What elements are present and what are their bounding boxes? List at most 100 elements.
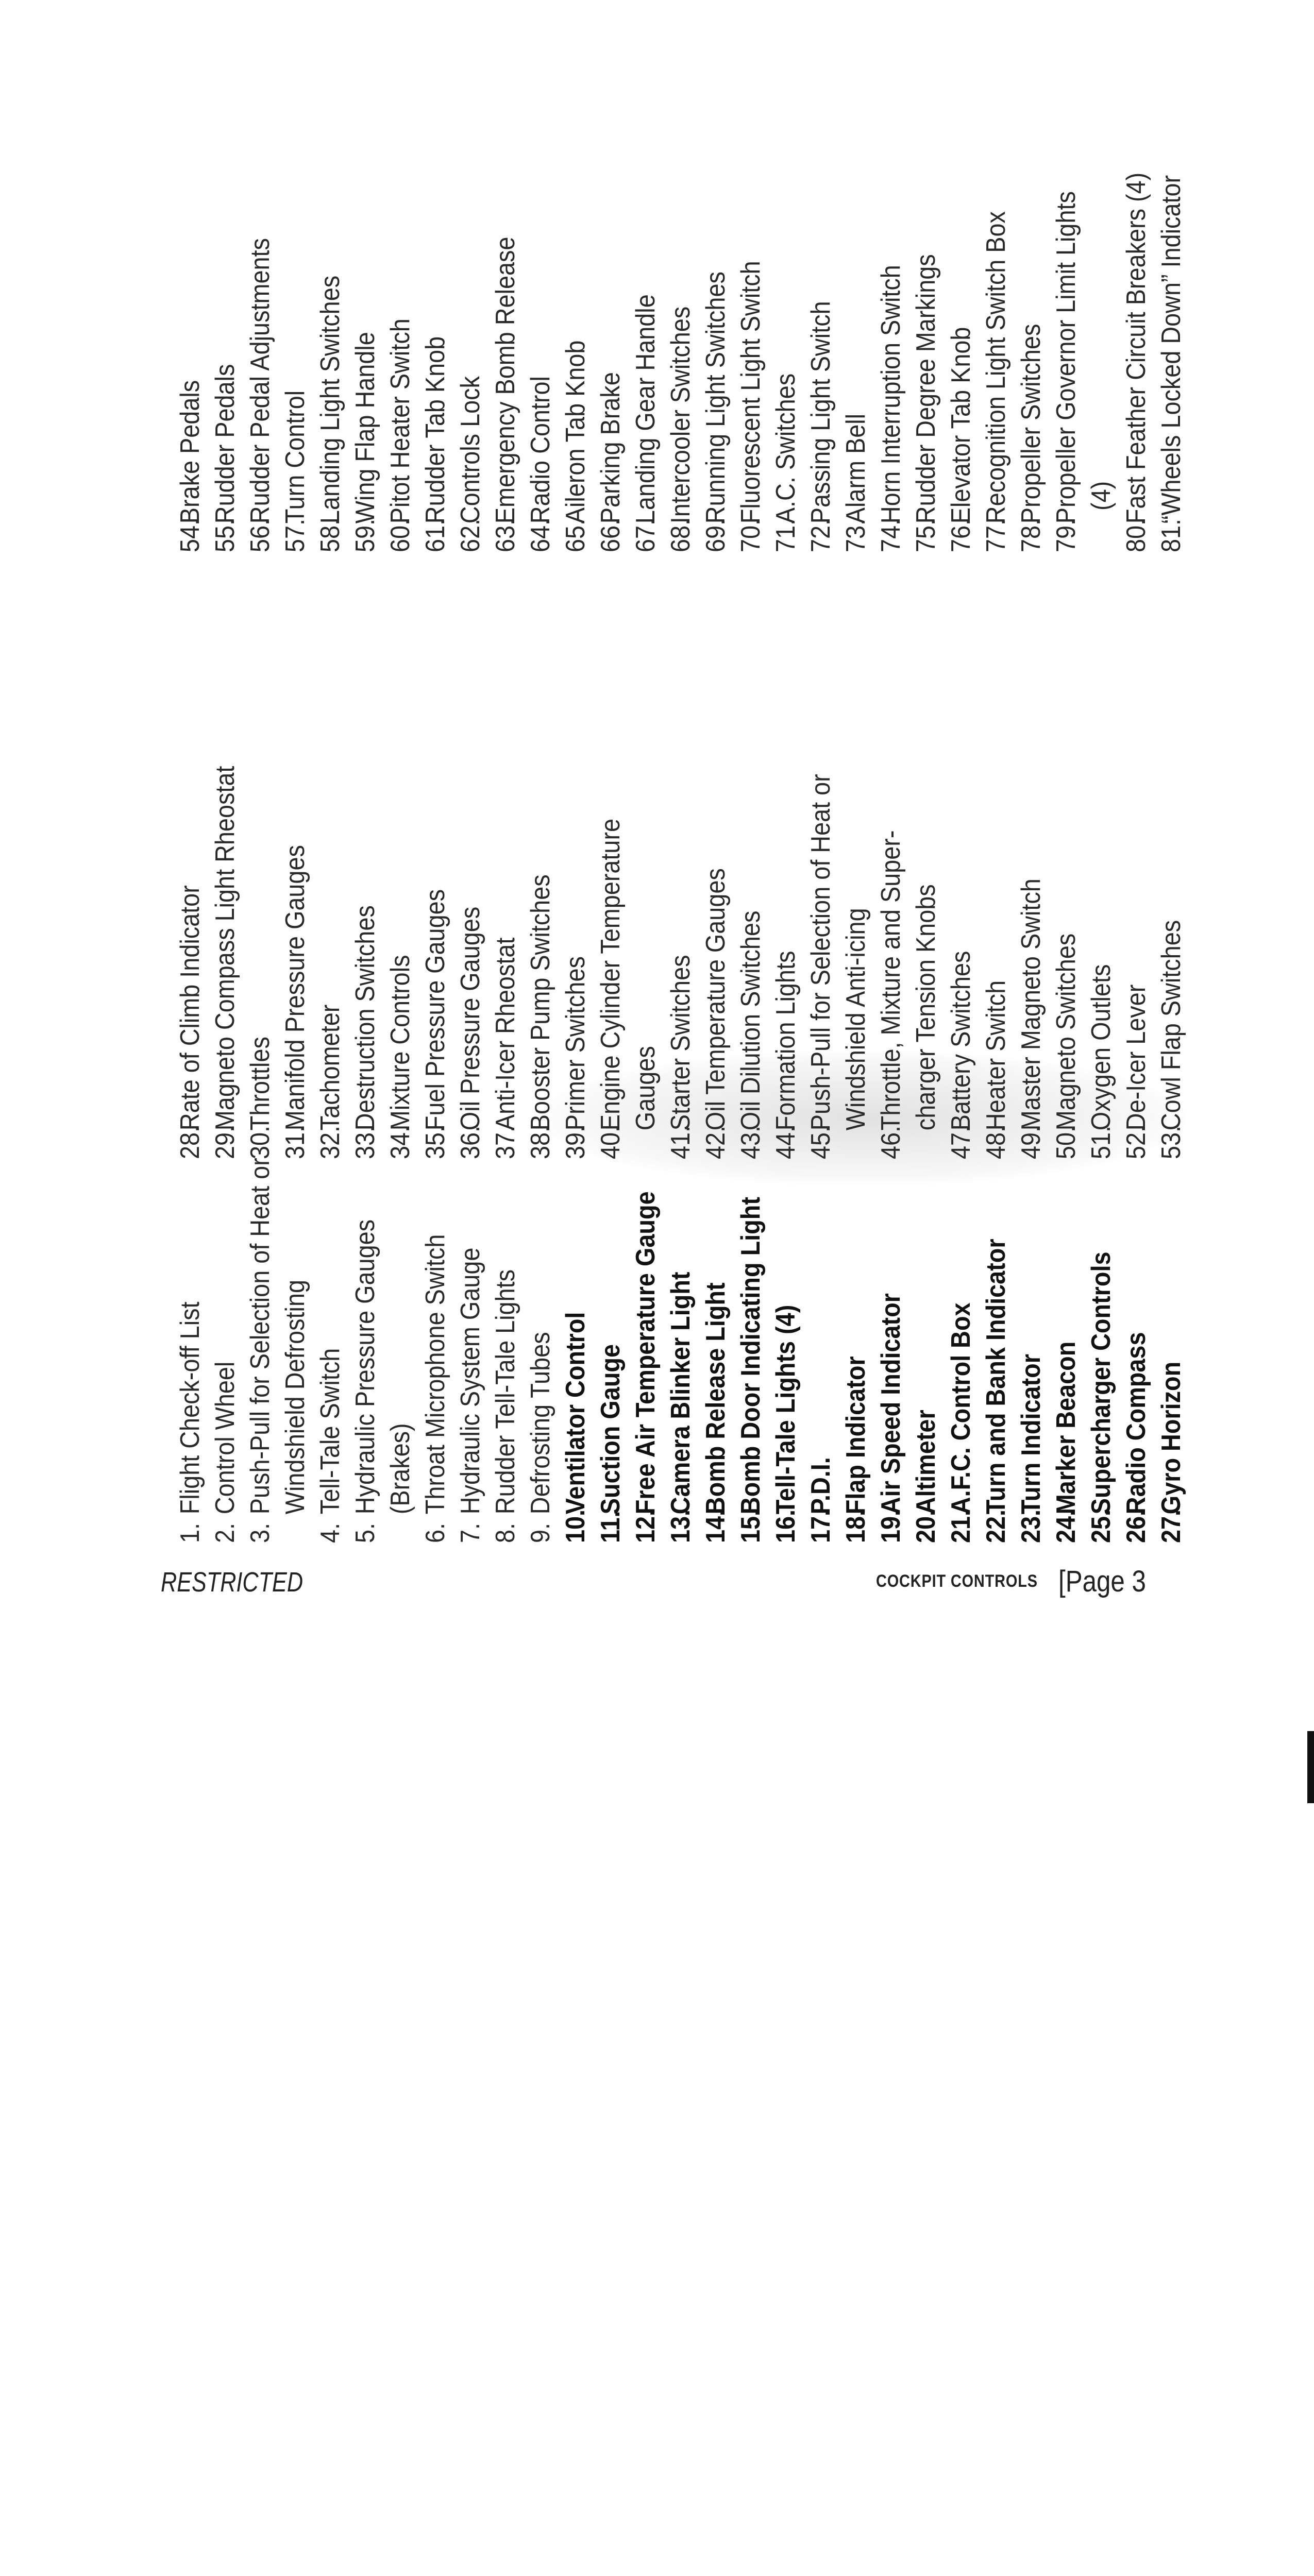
item-number: 17. [806,1509,836,1543]
item-label: Propeller Governor Limit Lights [1051,191,1081,524]
item-number: 67. [631,518,661,552]
item-label: Mixture Controls [385,955,415,1131]
item-number: 74. [876,518,906,552]
item-number: 26. [1121,1509,1151,1543]
item-label: Tell-Tale Lights (4) [771,1304,801,1515]
item-label: Recognition Light Switch Box [981,211,1011,524]
item-number: 42. [701,1125,731,1159]
item-number: 49. [1016,1125,1046,1159]
item-label: Landing Gear Handle [631,294,661,524]
page-footer: COCKPIT CONTROLS [Page 3 [876,1564,1161,1599]
item-number: 63. [491,518,520,552]
item-label: charger Tension Knobs [911,884,941,1131]
item-label: Throat Microphone Switch [420,1234,450,1515]
item-number: 60. [385,518,415,552]
item-number: 29. [210,1125,240,1159]
item-number: 41. [666,1125,696,1159]
item-number: 54. [175,518,205,552]
item-number: 10. [561,1509,591,1543]
item-label: Radio Compass [1121,1332,1151,1515]
item-label: Oil Dilution Switches [736,910,766,1131]
item-number: 80. [1121,518,1151,552]
item-label: Camera Blinker Light [666,1272,696,1515]
item-label: Rudder Degree Markings [911,254,941,524]
page-number: [Page 3 [1058,1565,1146,1598]
item-label: Oil Pressure Gauges [456,906,485,1131]
item-label: Bomb Door Indicating Light [736,1197,766,1515]
item-label: Windshield Defrosting [280,1279,310,1515]
item-number: 22. [981,1509,1011,1543]
item-label: Controls Lock [456,376,485,524]
item-label: Booster Pump Switches [526,874,555,1131]
item-number: 36. [456,1125,485,1159]
item-label: Hydraulic System Gauge [456,1247,485,1515]
item-label: Rudder Pedals [210,364,240,524]
item-number: 79. [1051,518,1081,552]
item-number: 64. [526,518,555,552]
section-title: COCKPIT CONTROLS [876,1571,1038,1591]
item-label: Propeller Switches [1016,324,1046,524]
item-number: 16. [771,1509,801,1543]
item-number: 45. [806,1125,836,1159]
item-number: 69. [701,518,731,552]
item-label: Rudder Tab Knob [420,336,450,524]
item-label: Flight Check-off List [175,1301,205,1515]
item-label: Heater Switch [981,980,1011,1131]
item-label: Master Magneto Switch [1016,878,1046,1131]
item-label: Windshield Anti-icing [841,908,871,1131]
item-number: 13. [666,1509,696,1543]
scan-edge-mark [1307,1731,1314,1803]
item-label: Manifold Pressure Gauges [280,845,310,1131]
item-number: 81. [1156,518,1186,552]
item-number: 71. [771,518,801,552]
item-label: Gyro Horizon [1156,1361,1186,1515]
document-page: 1. Flight Check-off List 2. Control Wheel 3.… [161,172,1314,1803]
item-number: 56. [245,518,275,552]
item-number: 58. [315,518,345,552]
item-label: Turn and Bank Indicator [981,1239,1011,1515]
item-label: Pitot Heater Switch [385,318,415,524]
item-label: Rate of Climb Indicator [175,885,205,1131]
item-number: 35. [420,1125,450,1159]
item-number: 65. [561,518,591,552]
item-label: Elevator Tab Knob [946,327,976,524]
item-number: 55. [210,518,240,552]
item-label: (4) [1086,481,1116,511]
item-number: 14. [701,1509,731,1543]
item-label: Push-Pull for Selection of Heat or [806,774,836,1131]
item-number: 23. [1016,1509,1046,1543]
item-label: Cowl Flap Switches [1156,920,1186,1131]
item-label: Throttle, Mixture and Super- [876,830,906,1131]
item-number: 9. [526,1522,555,1543]
item-number: 28. [175,1125,205,1159]
item-label: Hydraulic Pressure Gauges [350,1219,380,1515]
item-label: Bomb Release Light [701,1282,731,1515]
item-number: 39. [561,1125,591,1159]
item-label: Air Speed Indicator [876,1293,906,1515]
item-number: 1. [175,1522,205,1543]
item-label: Landing Light Switches [315,275,345,524]
item-number: 27. [1156,1509,1186,1543]
item-number: 3. [245,1522,275,1543]
item-number: 59. [350,518,380,552]
item-label: Intercooler Switches [666,306,696,524]
item-label: A.F.C. Control Box [946,1302,976,1515]
item-label: Magneto Switches [1051,933,1081,1131]
item-number: 25. [1086,1509,1116,1543]
item-label: Radio Control [526,376,555,524]
item-label: Fluorescent Light Switch [736,261,766,524]
item-number: 47. [946,1125,976,1159]
item-label: Primer Switches [561,956,591,1131]
item-number: 19. [876,1509,906,1543]
item-number: 8. [491,1522,520,1543]
item-number: 75. [911,518,941,552]
item-number: 46. [876,1125,906,1159]
item-number: 33. [350,1125,380,1159]
item-number: 52. [1121,1125,1151,1159]
item-label: Formation Lights [771,951,801,1131]
item-label: Starter Switches [666,955,696,1131]
item-label: Aileron Tab Knob [561,340,591,524]
item-number: 15. [736,1509,766,1543]
item-label: Oxygen Outlets [1086,964,1116,1131]
item-label: Control Wheel [210,1361,240,1515]
